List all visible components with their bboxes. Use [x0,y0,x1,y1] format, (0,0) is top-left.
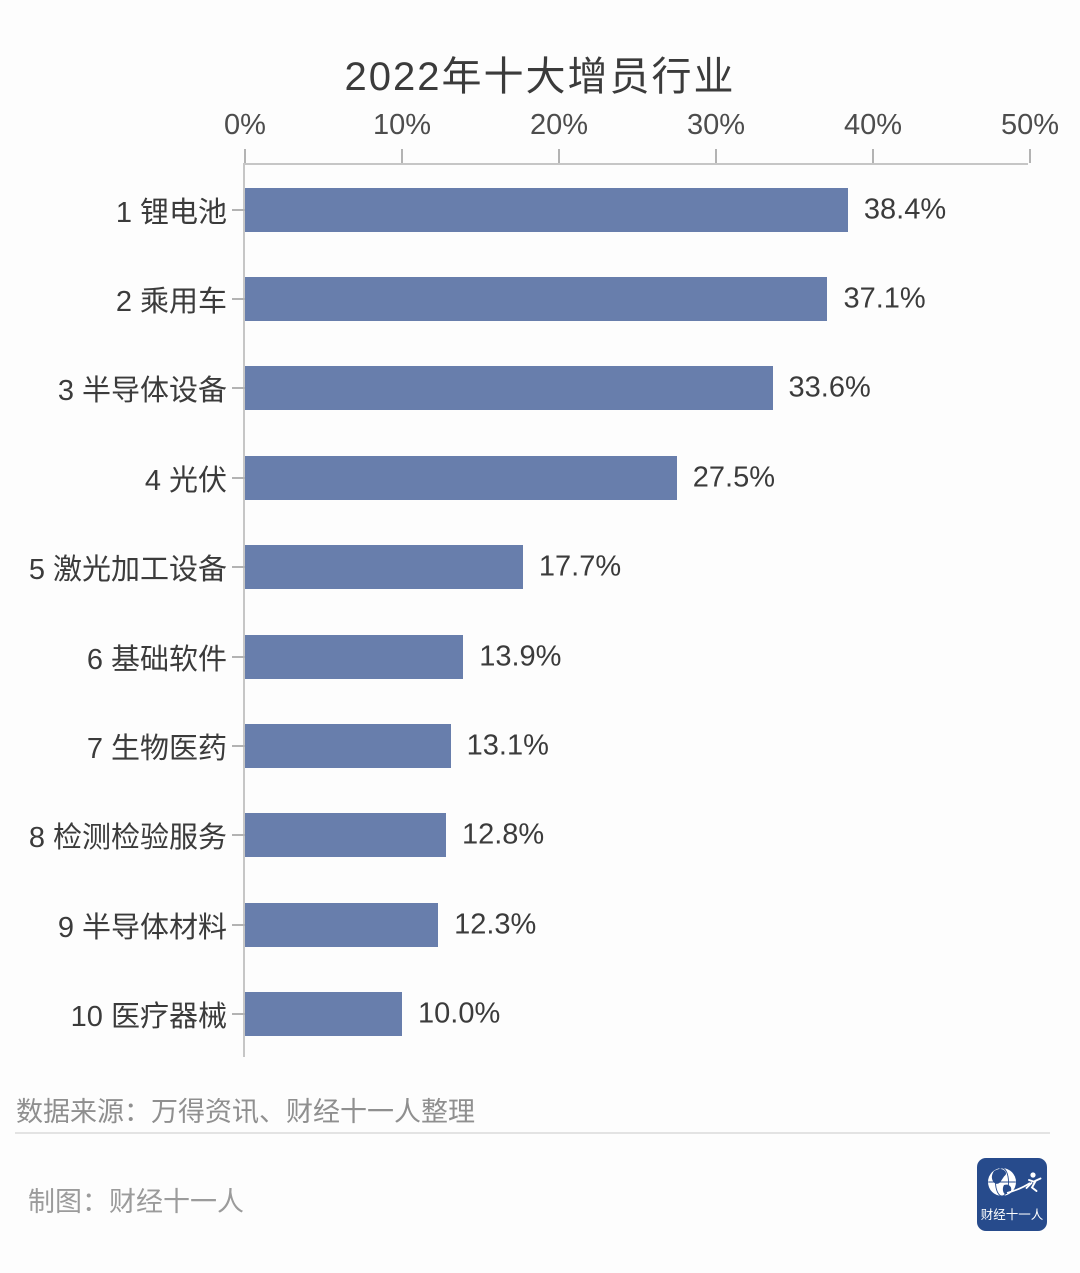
bar-row: 8 检测检验服务 12.8% [29,791,1028,880]
x-axis-tick-mark [1029,149,1031,163]
value-label: 10.0% [418,997,501,1030]
bar [245,813,446,858]
plot-area: 0% 10% 20% 30% 40% 50% 1 锂电池 38.4% 2 乘用车 37.1% 3 半… [29,109,1059,1059]
category-label: 8 检测检验服务 [28,822,227,855]
value-label: 17.7% [538,550,622,583]
category-tick-mark [232,208,245,211]
logo-text: 财经十一人 [981,1208,1044,1222]
credit-note: 制图：财经十一人 [28,1187,244,1217]
category-tick-mark [232,298,245,301]
x-axis-tick-label: 30% [686,109,746,141]
bar-row: 5 激光加工设备 17.7% [29,523,1028,612]
category-tick-mark [232,923,245,926]
bar [245,992,402,1037]
category-tick-mark [232,745,245,748]
data-source-note: 数据来源：万得资讯、财经十一人整理 [16,1097,475,1127]
category-label: 9 半导体材料 [57,911,227,944]
bar-row: 4 光伏 27.5% [145,433,1028,522]
x-axis-tick-label: 10% [372,109,432,141]
category-label: 6 基础软件 [86,643,227,676]
category-label: 5 激光加工设备 [28,554,227,587]
category-tick-mark [232,387,245,390]
category-label: 4 光伏 [144,464,227,497]
bar-row: 2 乘用车 37.1% [116,254,1028,343]
bar [245,545,523,590]
value-label: 33.6% [788,371,871,404]
value-label: 38.4% [863,193,947,226]
category-label: 2 乘用车 [115,286,227,319]
bar-row: 6 基础软件 13.9% [87,612,1028,701]
category-tick-mark [232,834,245,837]
bar [245,455,677,500]
runner-icon [1025,1172,1042,1192]
x-axis-tick-label: 40% [843,109,903,141]
category-label: 10 医疗器械 [70,1001,227,1034]
bar-row: 3 半导体设备 33.6% [58,344,1028,433]
category-label: 3 半导体设备 [57,375,227,408]
category-label: 1 锂电池 [115,196,227,229]
category-tick-mark [232,476,245,479]
value-label: 12.3% [454,908,537,941]
category-tick-mark [232,566,245,569]
value-label: 13.9% [479,640,562,673]
divider-line [15,1132,1050,1134]
category-tick-mark [232,1013,245,1016]
category-tick-mark [232,655,245,658]
bar [245,724,451,769]
bar-row: 9 半导体材料 12.3% [58,880,1028,969]
swoosh-line [1006,1182,1031,1194]
bar-row: 10 医疗器械 10.0% [71,970,1028,1059]
x-axis-tick-label: 50% [1000,109,1060,141]
x-axis-tick-mark [244,149,246,163]
bar-row: 7 生物医药 13.1% [87,701,1028,790]
bar [245,187,848,232]
value-label: 12.8% [461,818,545,851]
value-label: 37.1% [843,282,926,315]
publisher-logo: 财经十一人 [977,1158,1047,1231]
category-label: 7 生物医药 [86,733,227,766]
bar [245,366,773,411]
value-label: 13.1% [466,729,549,762]
bar [245,277,828,322]
bar [245,634,464,679]
chart-title: 2022年十大增员行业 [344,55,736,99]
bar-row: 1 锂电池 38.4% [116,165,1028,254]
x-axis-tick-mark [558,149,560,163]
x-axis-tick-mark [872,149,874,163]
bar [245,902,439,947]
x-axis-tick-label: 20% [529,109,589,141]
value-label: 27.5% [692,461,775,494]
x-axis-tick-mark [715,149,717,163]
x-axis-tick-label: 0% [224,109,266,141]
globe-icon [988,1167,1016,1197]
x-axis-tick-mark [401,149,403,163]
